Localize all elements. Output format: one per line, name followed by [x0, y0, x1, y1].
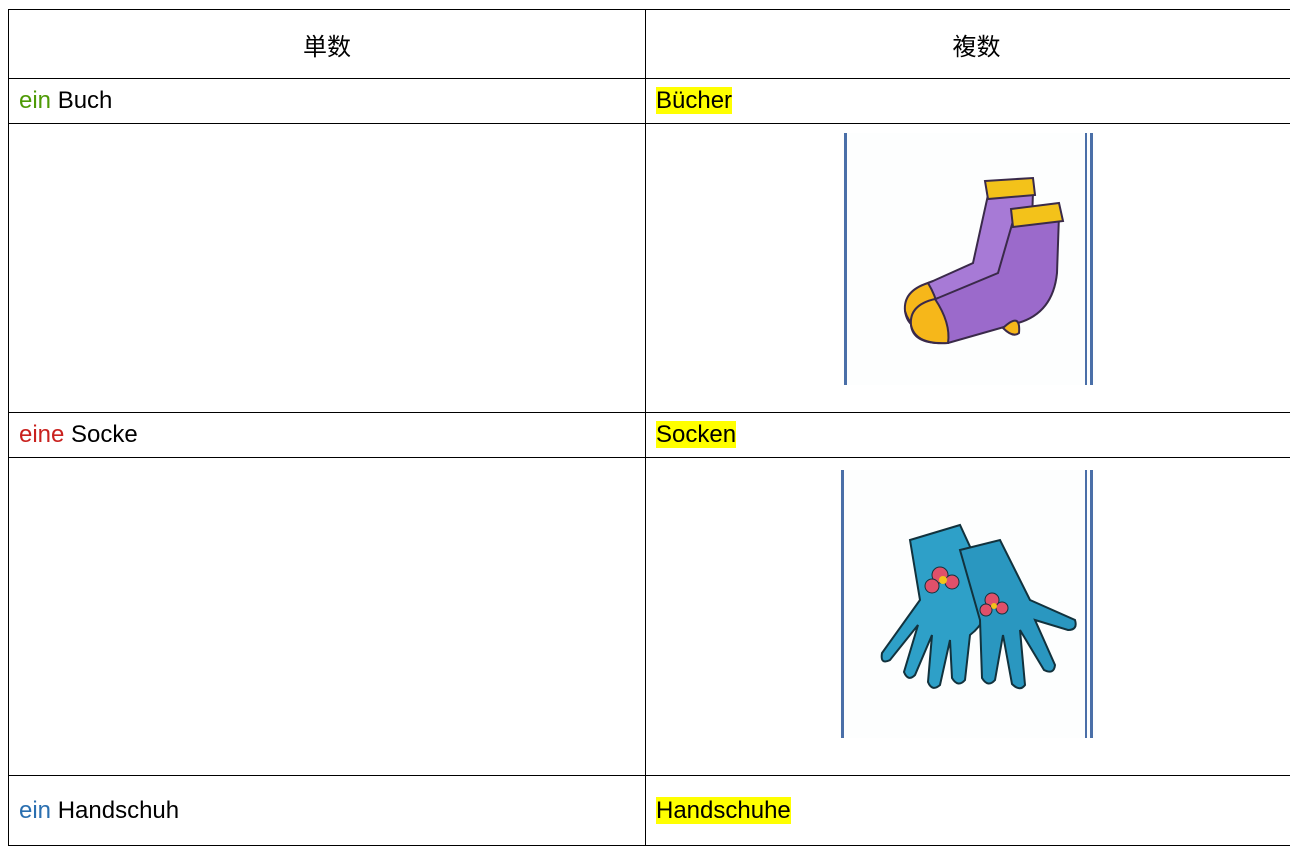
noun: Handschuh — [58, 797, 179, 824]
singular-cell: ein Buch — [9, 79, 646, 124]
noun: Socke — [71, 421, 138, 448]
gloves-image — [840, 470, 1096, 738]
noun: Buch — [58, 87, 113, 114]
plural: Handschuhe — [656, 797, 791, 824]
socks-image — [843, 133, 1096, 385]
plural: Bücher — [656, 87, 732, 114]
plural-cell: Handschuhe — [646, 776, 1290, 846]
vocab-table: 単数 複数 ein Buch Bücher eine Socke Socken … — [8, 9, 1290, 846]
article: ein — [19, 87, 51, 114]
image-row — [9, 124, 1290, 413]
article: eine — [19, 421, 64, 448]
plural: Socken — [656, 421, 736, 448]
image-row — [9, 458, 1290, 776]
header-text: 単数 — [303, 34, 351, 61]
row: eine Socke Socken — [9, 413, 1290, 458]
article: ein — [19, 797, 51, 824]
singular-cell: eine Socke — [9, 413, 646, 458]
row: ein Handschuh Handschuhe — [9, 776, 1290, 846]
empty-cell — [9, 124, 646, 413]
row: ein Buch Bücher — [9, 79, 1290, 124]
header-cell: 単数 — [9, 10, 646, 79]
singular-cell: ein Handschuh — [9, 776, 646, 846]
empty-cell — [9, 458, 646, 776]
header-text: 複数 — [953, 34, 1001, 61]
plural-cell: Socken — [646, 413, 1290, 458]
header-cell: 複数 — [646, 10, 1290, 79]
plural-cell: Bücher — [646, 79, 1290, 124]
header-row: 単数 複数 — [9, 10, 1290, 79]
